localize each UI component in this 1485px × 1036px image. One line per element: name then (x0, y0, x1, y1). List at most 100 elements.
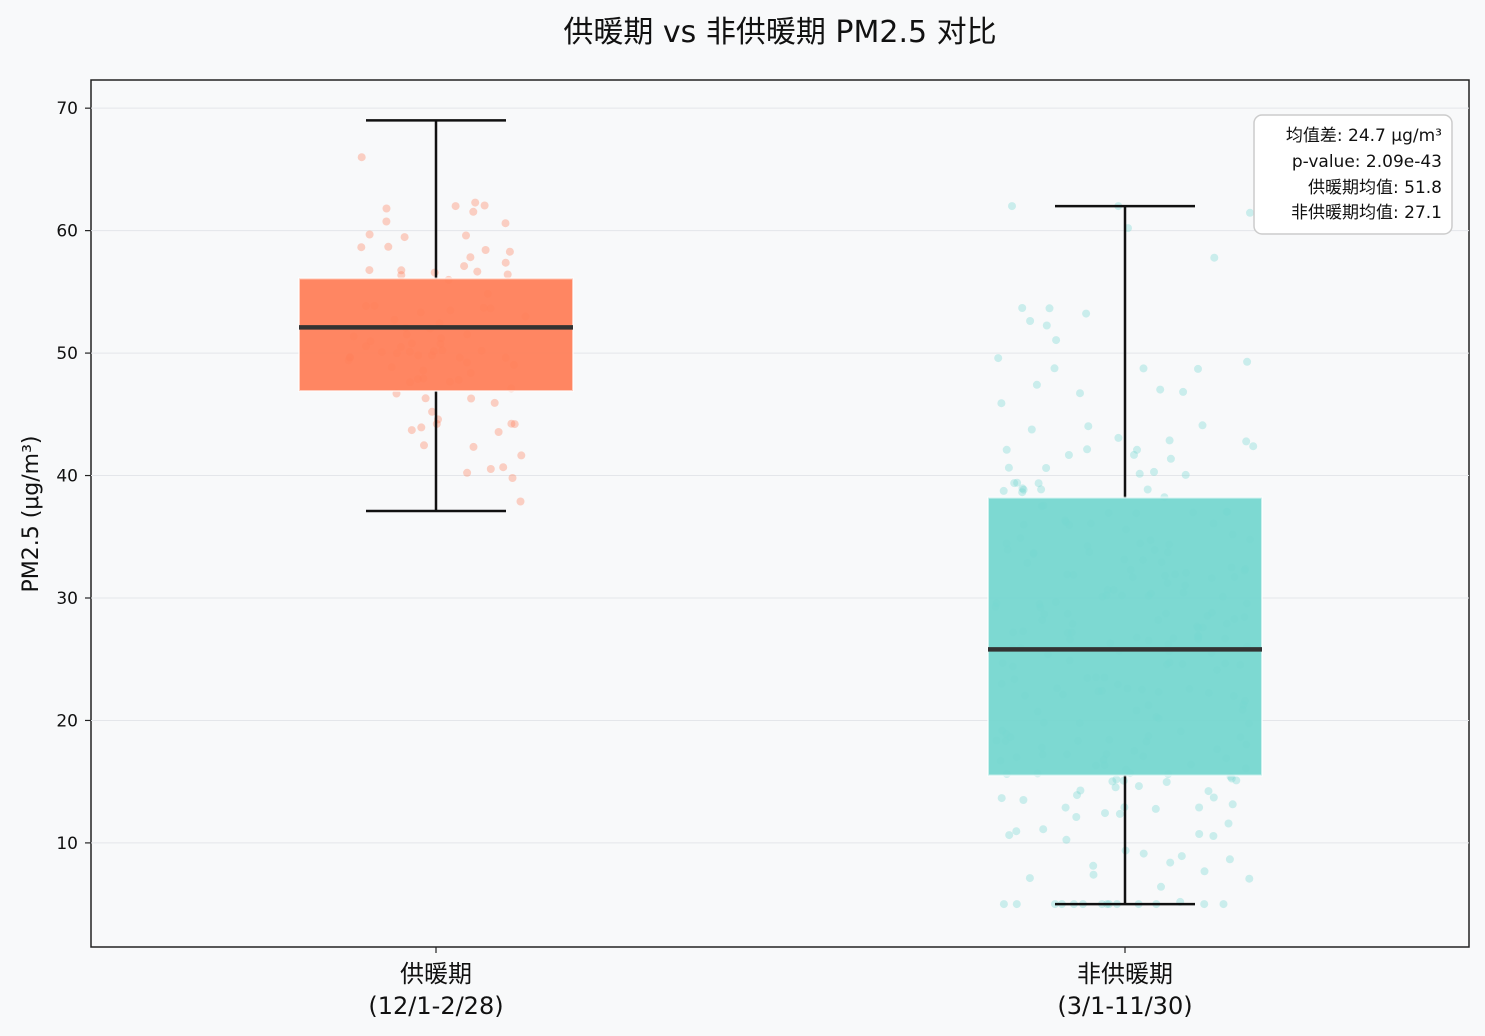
jitter-point (486, 465, 495, 473)
jitter-point (1025, 874, 1034, 883)
jitter-point (460, 262, 469, 271)
jitter-point (1010, 479, 1019, 488)
stats-mean-diff: 均值差: 24.7 μg/m³ (1286, 126, 1442, 146)
jitter-point (1134, 782, 1143, 791)
jitter-point (1114, 433, 1123, 442)
jitter-point (1045, 304, 1054, 313)
jitter-point (1032, 380, 1041, 389)
jitter-point (1026, 317, 1035, 325)
jitter-point (997, 399, 1006, 408)
stats-p-value: p-value: 2.09e-43 (1292, 152, 1442, 172)
jitter-point (1228, 800, 1237, 809)
jitter-point (510, 420, 519, 429)
jitter-point (1037, 485, 1046, 494)
jitter-point (1204, 787, 1213, 796)
jitter-point (1083, 445, 1092, 454)
jitter-point (481, 246, 490, 254)
jitter-point (421, 394, 430, 403)
jitter-point (397, 271, 406, 280)
jitter-point (999, 900, 1008, 909)
jitter-point (1005, 831, 1014, 840)
jitter-point (507, 419, 516, 428)
jitter-point (1064, 451, 1073, 459)
jitter-point (997, 794, 1006, 803)
jitter-point (1076, 786, 1085, 795)
jitter-point (517, 451, 526, 460)
jitter-point (501, 258, 510, 267)
jitter-point (1200, 900, 1209, 909)
jitter-point (1084, 422, 1093, 431)
stats-heating-mean: 供暖期均值: 51.8 (1308, 178, 1442, 198)
iqr-box (987, 496, 1263, 777)
jitter-point (1111, 783, 1120, 792)
jitter-point (1019, 796, 1028, 804)
box-group (987, 204, 1263, 906)
stats-box-frame (1253, 114, 1453, 235)
stats-box: 均值差: 24.7 μg/m³ p-value: 2.09e-43 供暖期均值:… (1253, 114, 1453, 235)
jitter-point (400, 233, 409, 242)
x-category-range: (12/1-2/28) (368, 992, 503, 1020)
jitter-point (462, 231, 470, 240)
jitter-point (1219, 900, 1228, 909)
chart-title: 供暖期 vs 非供暖期 PM2.5 对比 (563, 15, 996, 50)
jitter-point (467, 394, 476, 403)
jitter-point (1194, 364, 1202, 373)
jitter-point (469, 207, 478, 216)
x-category-label: 非供暖期 (1077, 960, 1173, 988)
jitter-point (384, 242, 393, 251)
iqr-box (298, 277, 574, 393)
jitter-point (480, 201, 489, 210)
jitter-point (501, 219, 510, 228)
jitter-point (1039, 825, 1048, 834)
jitter-point (1089, 861, 1098, 870)
x-category-label: 供暖期 (400, 960, 472, 988)
jitter-point (1139, 364, 1148, 373)
jitter-point (1246, 208, 1254, 217)
jitter-point (1061, 803, 1070, 812)
jitter-point (1177, 852, 1186, 861)
jitter-point (417, 423, 426, 432)
jitter-point (1072, 813, 1081, 821)
jitter-point (428, 407, 437, 416)
jitter-point (1073, 791, 1081, 800)
jitter-point (1115, 809, 1124, 818)
jitter-point (1076, 389, 1084, 398)
jitter-point (1249, 442, 1258, 451)
jitter-point (1027, 425, 1036, 434)
y-tick-label: 50 (56, 344, 78, 364)
jitter-point (365, 266, 374, 275)
jitter-point (503, 270, 512, 279)
jitter-point (1082, 309, 1091, 318)
jitter-point (1139, 849, 1148, 858)
jitter-point (1089, 870, 1098, 879)
jitter-point (357, 243, 366, 252)
jitter-point (1181, 470, 1190, 479)
jitter-point (1165, 436, 1174, 445)
jitter-point (397, 266, 406, 275)
jitter-point (382, 217, 391, 226)
jitter-point (430, 268, 439, 277)
jitter-point (1195, 830, 1204, 838)
y-axis-label: PM2.5 (μg/m³) (19, 435, 44, 592)
jitter-point (494, 428, 503, 436)
jitter-point (999, 486, 1008, 495)
jitter-point (508, 474, 517, 482)
jitter-point (1245, 874, 1254, 883)
jitter-point (1209, 793, 1218, 802)
jitter-point (1157, 882, 1165, 891)
x-axis-categories: 供暖期 (12/1-2/28) 非供暖期 (3/1-11/30) (368, 947, 1193, 1020)
jitter-point (1179, 387, 1188, 396)
y-tick-label: 10 (56, 834, 78, 854)
jitter-point (1166, 858, 1175, 867)
jitter-point (1101, 809, 1109, 818)
jitter-point (1062, 835, 1071, 844)
y-tick-label: 70 (56, 99, 78, 119)
jitter-point (451, 202, 460, 211)
jitter-point (1018, 484, 1027, 493)
jitter-point (1018, 488, 1027, 497)
jitter-point (1243, 357, 1252, 366)
y-axis-ticks: 10 20 30 40 50 60 70 (56, 99, 91, 854)
jitter-point (473, 267, 482, 276)
jitter-point (1133, 445, 1141, 454)
jitter-point (1209, 832, 1218, 840)
